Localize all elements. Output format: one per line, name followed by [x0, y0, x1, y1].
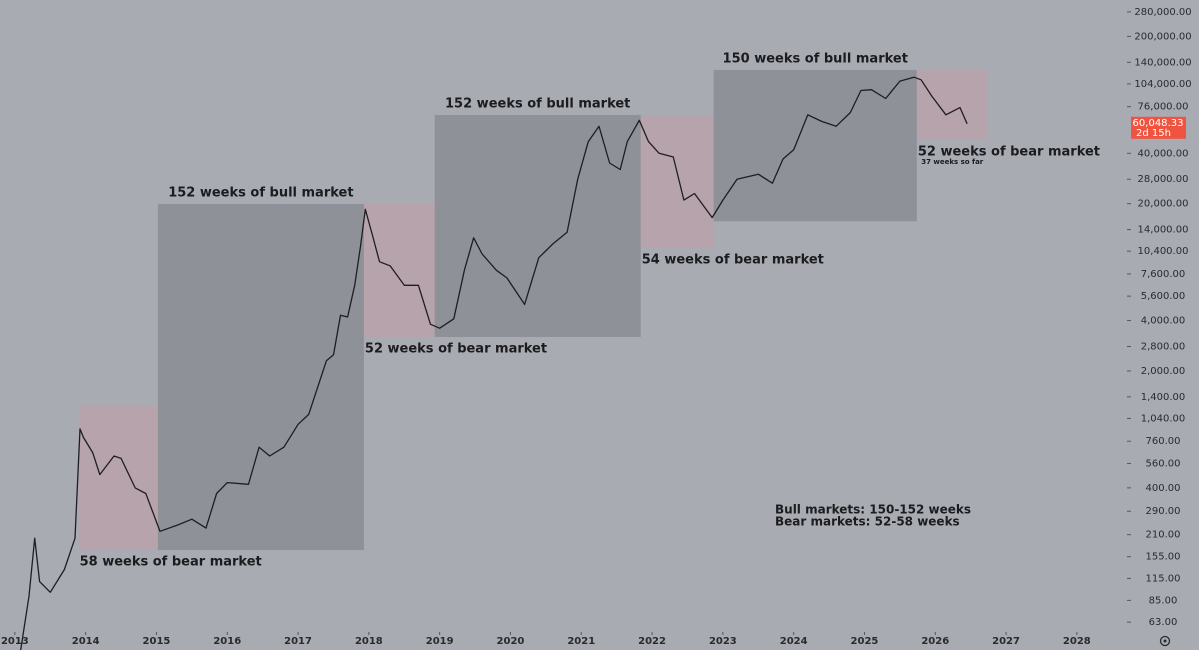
- y-tick-label: 28,000.00: [1138, 174, 1189, 185]
- y-tick-label: 1,040.00: [1141, 413, 1186, 424]
- x-tick-label: 2024: [780, 636, 808, 647]
- y-tick-label: 5,600.00: [1141, 291, 1186, 302]
- regions: [78, 69, 988, 551]
- x-tick-label: 2023: [709, 636, 737, 647]
- x-tick-label: 2015: [143, 636, 171, 647]
- x-tick-label: 2018: [355, 636, 383, 647]
- plot: [20, 76, 968, 650]
- x-tick-label: 2017: [284, 636, 312, 647]
- cycle-region: [916, 69, 988, 140]
- y-tick-label: 14,000.00: [1138, 225, 1189, 236]
- y-tick-label: 140,000.00: [1134, 57, 1191, 68]
- x-tick-label: 2013: [1, 636, 29, 647]
- price-countdown: 2d 15h: [1136, 128, 1171, 139]
- cycle-region: [363, 204, 435, 338]
- y-tick-label: 1,400.00: [1141, 392, 1186, 403]
- y-tick-label: 7,600.00: [1141, 269, 1186, 280]
- region-label: 52 weeks of bear market: [365, 342, 547, 357]
- x-tick-label: 2021: [567, 636, 595, 647]
- y-tick-label: 2,000.00: [1141, 366, 1186, 377]
- region-label: 152 weeks of bull market: [445, 96, 630, 111]
- region-label: 54 weeks of bear market: [642, 253, 824, 268]
- y-tick-label: 560.00: [1146, 458, 1181, 469]
- x-tick-label: 2020: [497, 636, 525, 647]
- y-tick-label: 290.00: [1146, 506, 1181, 517]
- cycle-region: [157, 204, 364, 551]
- x-tick-label: 2028: [1063, 636, 1091, 647]
- y-tick-label: 4,000.00: [1141, 316, 1186, 327]
- y-tick-label: 280,000.00: [1134, 7, 1191, 18]
- y-tick-label: 85.00: [1149, 595, 1178, 606]
- cycle-region: [713, 69, 917, 222]
- y-tick-label: 20,000.00: [1138, 199, 1189, 210]
- region-label: 58 weeks of bear market: [80, 555, 262, 570]
- x-tick-label: 2026: [921, 636, 949, 647]
- region-label: 52 weeks of bear market: [918, 144, 1100, 159]
- y-tick-label: 210.00: [1146, 530, 1181, 541]
- y-tick-label: 115.00: [1146, 573, 1181, 584]
- region-label: 152 weeks of bull market: [168, 186, 353, 201]
- y-tick-label: 155.00: [1146, 552, 1181, 563]
- y-tick-label: 200,000.00: [1134, 31, 1191, 42]
- labels: 58 weeks of bear market 152 weeks of bull…: [80, 51, 1100, 569]
- y-tick-label: 760.00: [1146, 436, 1181, 447]
- cycle-region: [640, 114, 714, 249]
- summary-note: Bull markets: 150-152 weeks: [775, 503, 971, 517]
- price-tag: [1131, 116, 1186, 139]
- price-line: [20, 76, 968, 650]
- y-tick-label: 2,800.00: [1141, 341, 1186, 352]
- cycle-region: [78, 405, 158, 551]
- y-tick-label: 400.00: [1146, 483, 1181, 494]
- summary-note: Bear markets: 52-58 weeks: [775, 515, 960, 529]
- y-tick-label: 10,400.00: [1138, 246, 1189, 257]
- y-tick-label: 63.00: [1149, 617, 1178, 628]
- region-note: 37 weeks so far: [921, 158, 984, 166]
- y-tick-label: 40,000.00: [1138, 148, 1189, 159]
- cycle-region: [434, 114, 641, 338]
- settings-icon[interactable]: [1159, 635, 1171, 647]
- x-tick-label: 2027: [992, 636, 1020, 647]
- x-tick-label: 2016: [213, 636, 241, 647]
- x-tick-label: 2019: [426, 636, 454, 647]
- region-label: 150 weeks of bull market: [723, 51, 908, 66]
- y-tick-label: 76,000.00: [1138, 102, 1189, 113]
- price-tag-label: 60,048.33: [1133, 118, 1184, 129]
- y-tick-label: 104,000.00: [1134, 79, 1191, 90]
- x-tick-label: 2025: [851, 636, 879, 647]
- x-tick-label: 2014: [72, 636, 100, 647]
- x-tick-label: 2022: [638, 636, 666, 647]
